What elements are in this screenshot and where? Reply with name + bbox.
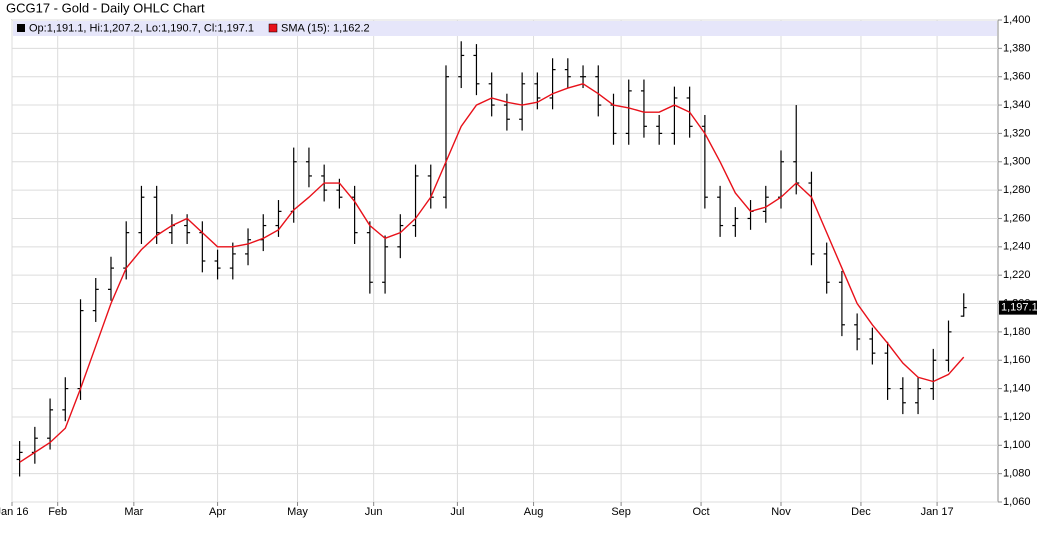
x-tick-label: Oct (692, 506, 709, 518)
x-tick-label: Dec (851, 506, 871, 518)
legend-ohlc: Op:1,191.1, Hi:1,207.2, Lo:1,190.7, Cl:1… (29, 22, 254, 34)
y-tick-label: 1,260 (1003, 212, 1031, 224)
y-tick-label: 1,340 (1003, 99, 1031, 111)
y-tick-label: 1,120 (1003, 411, 1031, 423)
legend-swatch (17, 24, 25, 32)
y-tick-label: 1,140 (1003, 382, 1031, 394)
x-tick-label: Jan 16 (0, 506, 29, 518)
y-tick-label: 1,240 (1003, 241, 1031, 253)
y-tick-label: 1,060 (1003, 496, 1031, 508)
y-tick-label: 1,180 (1003, 326, 1031, 338)
y-tick-label: 1,360 (1003, 71, 1031, 83)
x-tick-label: Aug (524, 506, 544, 518)
last-price-box (999, 300, 1037, 315)
x-tick-label: Sep (611, 506, 631, 518)
chart-title: GCG17 - Gold - Daily OHLC Chart (6, 0, 205, 15)
legend-sma: SMA (15): 1,162.2 (281, 22, 370, 34)
legend-band (13, 21, 997, 36)
y-tick-label: 1,300 (1003, 156, 1031, 168)
x-tick-label: Apr (209, 506, 226, 518)
plot-area (11, 19, 999, 503)
y-tick-label: 1,220 (1003, 269, 1031, 281)
y-tick-label: 1,100 (1003, 439, 1031, 451)
sma-line (19, 83, 965, 463)
x-tick-label: Jan 17 (921, 506, 954, 518)
y-tick-label: 1,320 (1003, 127, 1031, 139)
y-tick-label: 1,160 (1003, 354, 1031, 366)
marks (16, 41, 967, 477)
y-tick-label: 1,380 (1003, 42, 1031, 54)
x-tick-label: Mar (124, 506, 143, 518)
y-tick-label: 1,080 (1003, 468, 1031, 480)
legend-swatch (268, 23, 278, 33)
y-tick-label: 1,400 (1003, 14, 1031, 26)
x-tick-label: Feb (48, 506, 67, 518)
last-price-label: 1,197.1 (1001, 302, 1038, 314)
x-tick-label: Jun (365, 506, 383, 518)
y-tick-label: 1,280 (1003, 184, 1031, 196)
grid (11, 19, 998, 503)
x-tick-label: Jul (450, 506, 464, 518)
x-tick-label: May (287, 506, 308, 518)
x-tick-label: Nov (771, 506, 791, 518)
